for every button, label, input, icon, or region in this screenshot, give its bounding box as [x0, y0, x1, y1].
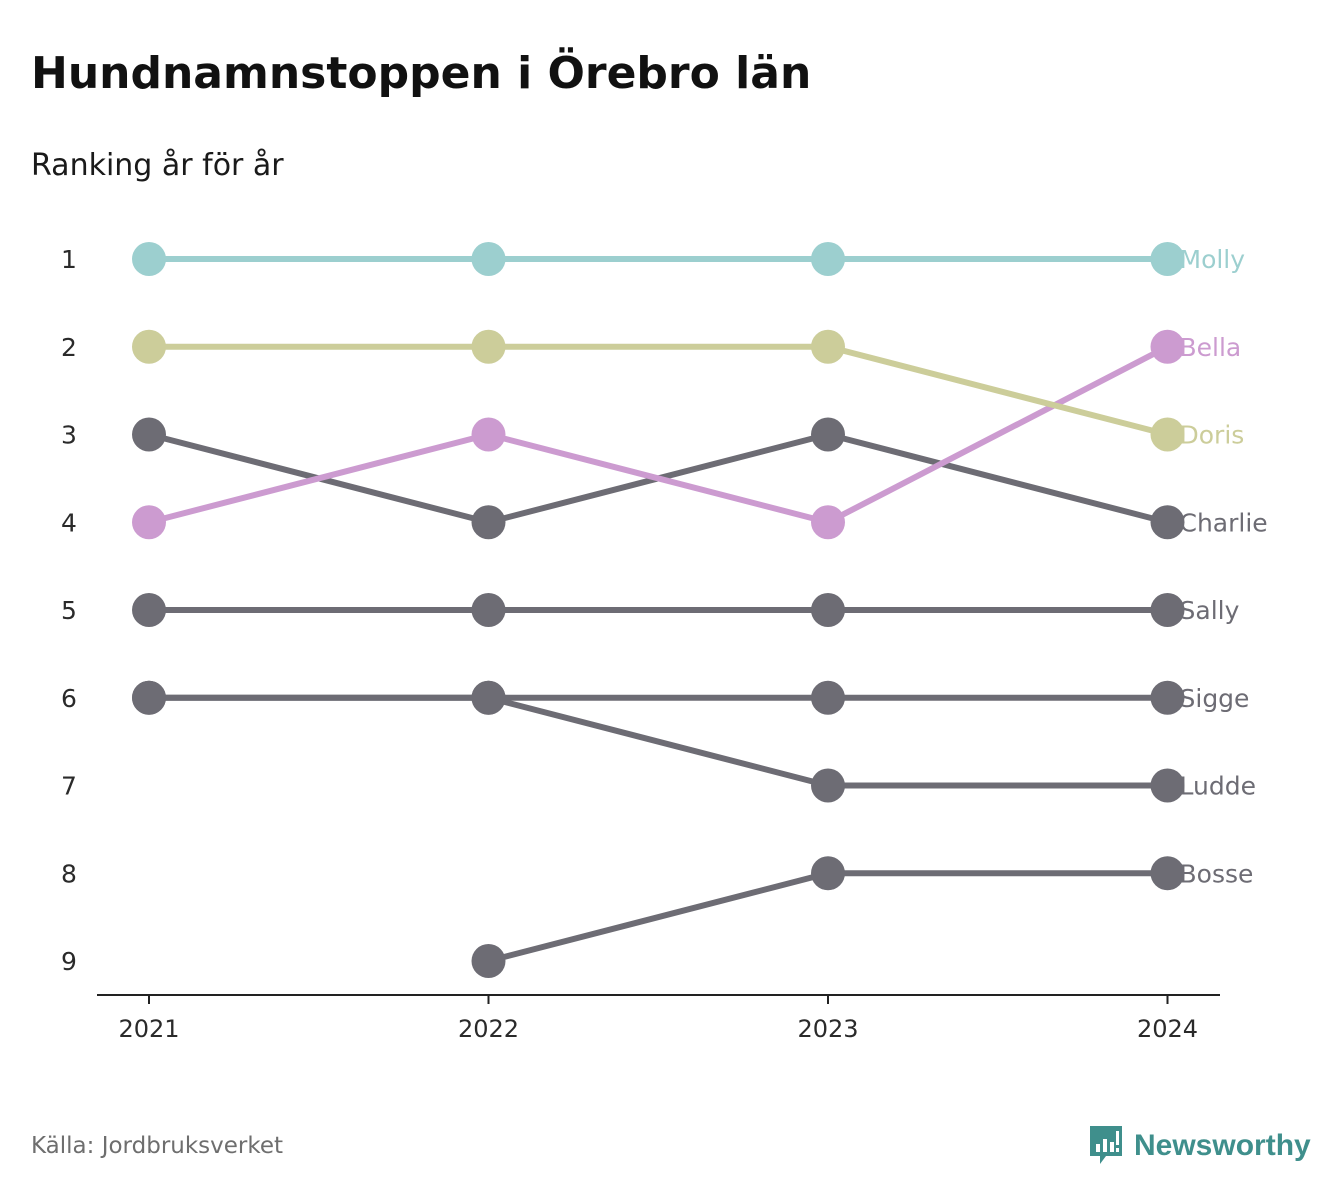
point-doris-2024 — [1150, 417, 1185, 452]
point-charlie-2023 — [811, 417, 845, 452]
brand-logo: Newsworthy — [1088, 1124, 1311, 1168]
series-label-charlie: Charlie — [1180, 508, 1268, 537]
point-bosse-2024 — [1150, 856, 1185, 891]
x-tick-label-2023: 2023 — [797, 1015, 858, 1043]
point-molly-2022 — [471, 242, 506, 276]
point-bella-2023 — [811, 505, 845, 540]
point-sigge-2024 — [1150, 680, 1185, 715]
brand-name: Newsworthy — [1134, 1129, 1311, 1162]
x-axis: 2021 2022 2023 2024 — [97, 994, 1220, 1043]
point-doris-2022 — [471, 329, 506, 364]
point-doris-2023 — [811, 329, 845, 364]
series-end-labels: Charlie Sally Sigge Ludde Bosse Molly Bella Dor… — [1180, 245, 1268, 888]
point-sigge-2023 — [811, 680, 845, 715]
series-label-doris: Doris — [1180, 421, 1245, 450]
y-tick-label-5: 5 — [61, 596, 77, 625]
point-molly-2024 — [1150, 242, 1185, 276]
x-tick-label-2024: 2024 — [1137, 1015, 1198, 1043]
point-charlie-2024 — [1150, 505, 1185, 540]
y-tick-label-3: 3 — [61, 421, 77, 450]
series-line-doris — [149, 343, 1169, 438]
point-bella-2024 — [1150, 329, 1185, 364]
y-tick-label-2: 2 — [61, 333, 77, 362]
point-molly-2021 — [132, 242, 166, 276]
point-molly-2023 — [811, 242, 845, 276]
chart-subtitle: Ranking år för år — [31, 148, 284, 183]
point-bella-2022 — [471, 417, 506, 452]
point-ludde-2022 — [471, 680, 506, 715]
series-points — [132, 242, 1185, 978]
source-note: Källa: Jordbruksverket — [31, 1133, 284, 1159]
y-tick-label-8: 8 — [61, 859, 77, 888]
y-tick-label-1: 1 — [61, 245, 77, 274]
point-sally-2022 — [471, 593, 506, 627]
series-label-molly: Molly — [1180, 245, 1246, 274]
y-axis-ticks: 1 2 3 4 5 6 7 8 9 — [61, 245, 77, 976]
point-charlie-2022 — [471, 505, 506, 540]
point-sally-2024 — [1150, 593, 1185, 627]
point-sally-2023 — [811, 593, 845, 627]
point-bosse-2023 — [811, 856, 845, 891]
y-tick-label-4: 4 — [61, 508, 77, 537]
series-label-ludde: Ludde — [1180, 772, 1256, 801]
y-tick-label-7: 7 — [61, 772, 77, 801]
series-label-sally: Sally — [1180, 596, 1240, 625]
chart-title: Hundnamnstoppen i Örebro län — [31, 48, 812, 99]
series-label-bosse: Bosse — [1180, 859, 1254, 888]
x-tick-label-2022: 2022 — [458, 1015, 519, 1043]
series-label-sigge: Sigge — [1180, 684, 1250, 713]
x-tick-label-2021: 2021 — [118, 1015, 179, 1043]
point-bosse-2022 — [471, 944, 506, 978]
series-lines — [148, 256, 1169, 964]
newsworthy-bar-chart-icon — [1090, 1126, 1122, 1164]
point-ludde-2023 — [811, 768, 845, 803]
y-tick-label-6: 6 — [61, 684, 77, 713]
point-ludde-2021 — [132, 680, 166, 715]
point-bella-2021 — [132, 505, 166, 540]
point-ludde-2024 — [1150, 768, 1185, 803]
series-line-ludde — [149, 694, 1168, 789]
bump-chart: 1 2 3 4 5 6 7 8 9 2021 2022 2023 2024 Charlie Sally S… — [61, 242, 1268, 1043]
series-label-bella: Bella — [1180, 333, 1242, 362]
point-sally-2021 — [132, 593, 166, 627]
series-line-bella — [148, 344, 1169, 526]
y-tick-label-9: 9 — [61, 947, 77, 976]
point-doris-2021 — [132, 329, 166, 364]
point-charlie-2021 — [132, 417, 166, 452]
